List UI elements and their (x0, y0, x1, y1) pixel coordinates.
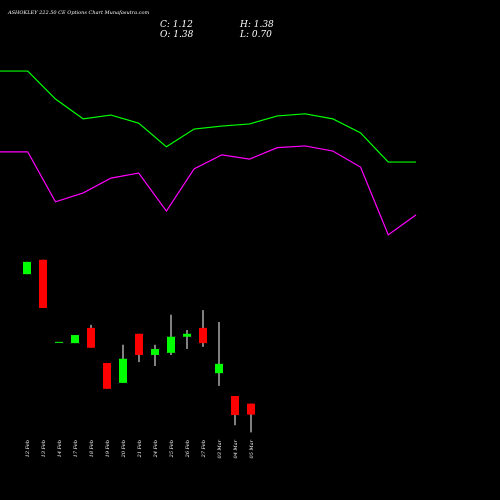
candle-body (87, 327, 95, 348)
candle-body (39, 259, 47, 308)
x-tick-label: 12 Feb (25, 440, 31, 457)
candle-body (135, 333, 143, 355)
close-label: C: 1.12 (160, 20, 193, 30)
x-tick-label: 27 Feb (201, 440, 207, 458)
x-tick-label: 21 Feb (137, 440, 143, 458)
chart-title: ASHOKLEY 222.50 CE Options Chart Munafas… (7, 10, 149, 16)
x-tick-label: 17 Feb (73, 440, 79, 457)
x-tick-label: 13 Feb (41, 440, 47, 457)
x-tick-label: 19 Feb (105, 440, 111, 457)
open-label: O: 1.38 (160, 30, 194, 40)
candle-body (119, 358, 127, 383)
x-tick-label: 25 Feb (169, 440, 175, 458)
x-tick-label: 24 Feb (153, 440, 159, 458)
x-tick-label: 26 Feb (185, 440, 191, 458)
candle-body (151, 349, 159, 355)
candle-body (55, 341, 63, 343)
candle-body (247, 403, 255, 415)
candle-body (23, 261, 31, 275)
candle-body (167, 336, 175, 353)
x-tick-label: 20 Feb (121, 440, 127, 458)
candle-body (215, 363, 223, 374)
candle-body (103, 363, 111, 389)
low-label: L: 0.70 (239, 30, 272, 40)
high-label: H: 1.38 (239, 20, 274, 30)
x-tick-label: 05 Mar (249, 439, 255, 458)
candle-body (71, 335, 79, 344)
candle-body (199, 327, 207, 344)
indicator-line (0, 70, 416, 163)
x-tick-label: 04 Mar (233, 439, 239, 458)
x-tick-label: 03 Mar (217, 439, 223, 458)
indicator-line (0, 145, 417, 236)
candle-body (231, 396, 239, 416)
x-tick-label: 18 Feb (89, 440, 95, 457)
x-tick-label: 14 Feb (57, 440, 63, 457)
candle-body (183, 333, 191, 337)
